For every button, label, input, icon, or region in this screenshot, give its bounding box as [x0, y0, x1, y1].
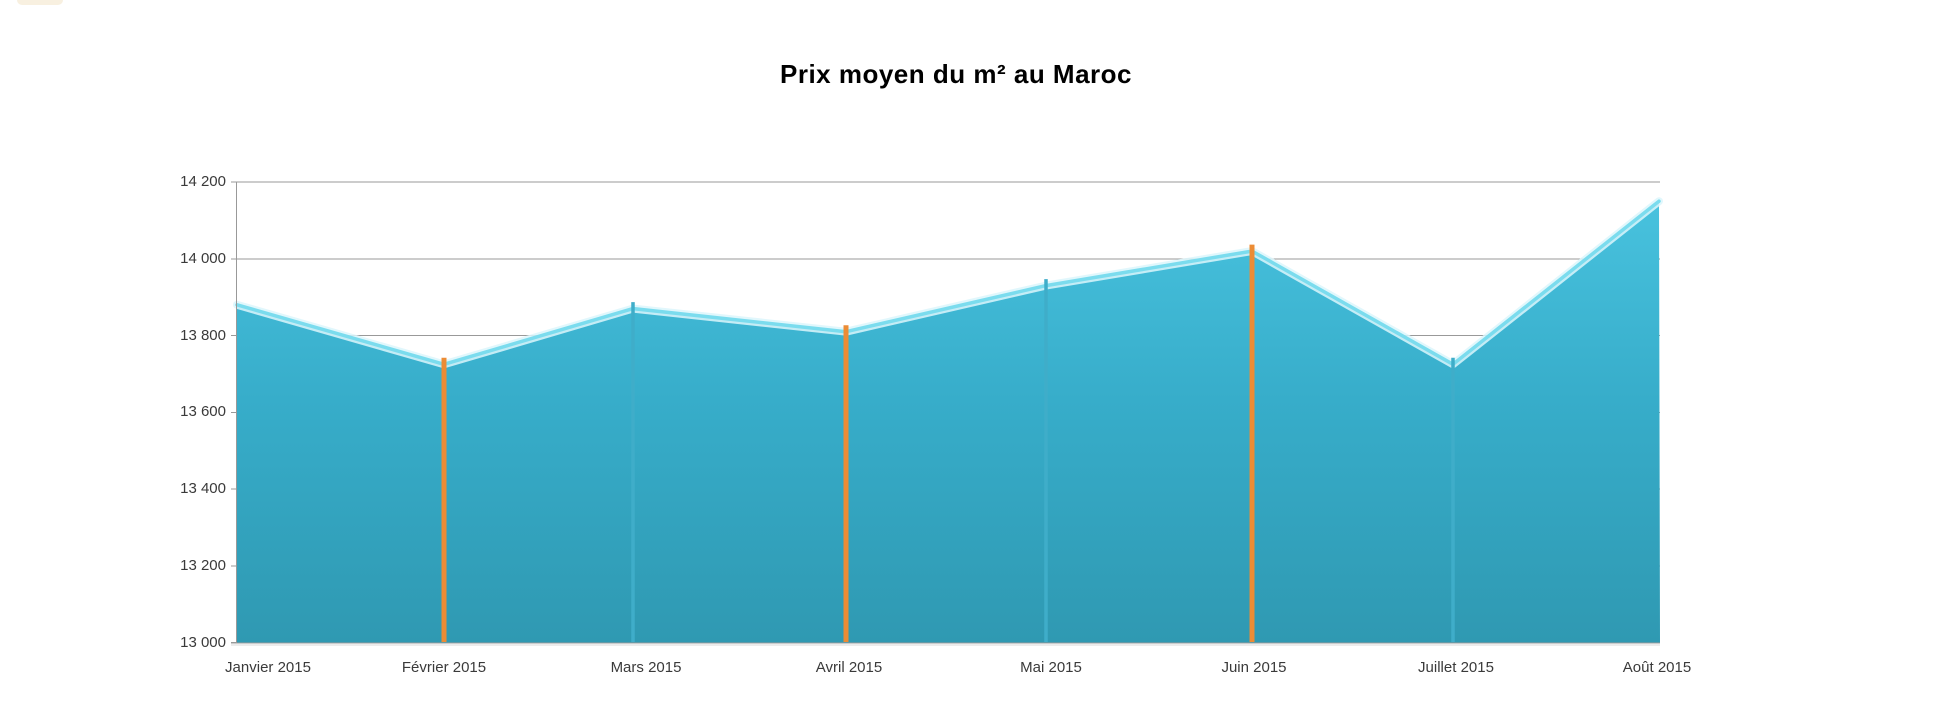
y-tick-label: 13 600	[180, 403, 226, 420]
y-tick-label: 13 200	[180, 557, 226, 574]
x-tick-label: Avril 2015	[815, 659, 883, 676]
y-tick-label: 13 000	[180, 634, 226, 651]
x-tick-label: Juin 2015	[1221, 659, 1287, 676]
y-tick-label: 13 400	[180, 480, 226, 497]
x-tick-label: Juillet 2015	[1418, 659, 1494, 676]
y-tick-label: 14 200	[180, 173, 226, 190]
area-series	[237, 201, 1660, 643]
area-edge-highlight	[235, 199, 1661, 367]
y-tick-label: 13 800	[180, 327, 226, 344]
x-tick-label: Mai 2015	[1020, 659, 1082, 676]
x-tick-label: Mars 2015	[610, 659, 682, 676]
x-tick-label: Août 2015	[1622, 659, 1692, 676]
corner-artifact	[17, 0, 63, 5]
chart-title: Prix moyen du m² au Maroc	[779, 59, 1133, 89]
x-tick-label: Février 2015	[401, 659, 487, 676]
y-tick-label: 14 000	[180, 250, 226, 267]
x-tick-label: Janvier 2015	[225, 659, 311, 676]
